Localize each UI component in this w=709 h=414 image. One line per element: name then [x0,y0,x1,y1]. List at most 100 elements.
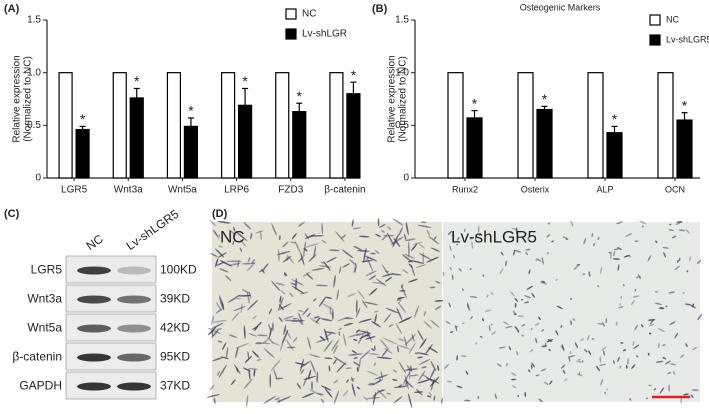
cell [303,240,307,257]
cell [217,370,221,376]
cell [684,303,691,306]
cell [655,240,658,243]
cell [207,327,222,335]
cell [417,356,423,359]
cell [255,342,262,345]
cell [542,345,547,348]
cell [216,261,226,266]
significance-marker: * [297,88,303,104]
cell [648,384,652,387]
cell [531,362,535,368]
cell [426,377,440,384]
cell [511,227,518,231]
cell [625,233,633,237]
cell [657,328,665,332]
blot-band [77,295,111,304]
cell [220,356,229,360]
cell [372,391,377,406]
y-tick-label: 1.5 [395,15,409,26]
cell [426,256,439,263]
cell [343,322,354,327]
cell [390,236,404,245]
cell [253,368,256,377]
cell [267,336,275,344]
cell [333,390,340,405]
cell [408,367,411,380]
cell [494,393,497,400]
cell [477,395,480,400]
cell [616,247,623,251]
cell [588,271,591,278]
cell [529,349,534,353]
cell [496,363,502,367]
cell [653,388,657,391]
bar [129,97,144,179]
cell [556,305,563,310]
cell [565,238,569,241]
cell [358,318,373,323]
cell [576,264,581,266]
cell [606,388,608,391]
cell [403,336,408,347]
cell [262,337,270,344]
cell [225,346,229,359]
significance-marker: * [682,97,688,113]
cell [354,262,357,274]
cell [587,334,590,341]
chart-title: Osteogenic Markers [520,2,601,12]
cell [217,234,220,240]
cell [414,352,419,355]
cell [338,331,341,336]
cell [400,284,407,299]
cell [244,355,252,364]
cell [328,365,331,372]
cell [320,261,325,264]
cell [398,361,407,374]
cell [363,396,369,401]
cell [355,307,361,318]
cell [560,345,564,350]
legend-label: Lv-shLGR5 [666,34,709,44]
cell [405,238,416,241]
cell [305,243,319,248]
bar [329,72,344,179]
cell [301,392,315,399]
cell [418,243,426,249]
blot-band [77,324,111,333]
cell [572,318,576,321]
x-tick-label: FZD3 [278,185,303,196]
cell [345,367,352,370]
cell [544,342,547,347]
cell [213,229,219,237]
cell [615,321,618,326]
cell [398,316,413,324]
cell [648,332,652,335]
cell [292,317,298,320]
cell [309,354,321,358]
legend-swatch [649,14,661,26]
cell [348,353,363,356]
significance-marker: * [542,91,548,107]
cell [233,306,246,312]
cell [456,243,459,246]
x-tick-label: LGR5 [61,185,88,196]
cell [243,325,246,340]
size-label: 37KD [160,379,190,393]
cell [499,267,504,275]
cell [231,311,240,321]
cell [272,322,274,332]
significance-marker: * [351,67,357,83]
cell [298,312,304,325]
cell [238,294,252,297]
cell [365,255,378,262]
protein-label: GAPDH [19,379,62,393]
cell [235,346,239,359]
cell [315,338,330,343]
cell [461,322,465,325]
cell [219,260,233,267]
panel-label: (A) [4,3,20,15]
blot-band [117,353,151,362]
cell [484,309,492,312]
cell [419,253,432,260]
cell [434,305,442,310]
